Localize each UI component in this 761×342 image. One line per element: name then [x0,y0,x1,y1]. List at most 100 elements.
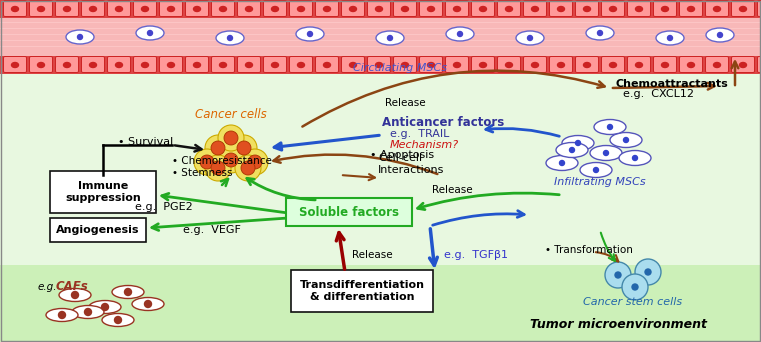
Ellipse shape [586,26,614,40]
Ellipse shape [559,160,565,166]
Ellipse shape [349,6,356,12]
FancyBboxPatch shape [342,0,365,16]
Text: Release: Release [432,185,473,195]
Ellipse shape [241,161,255,175]
FancyBboxPatch shape [368,56,390,73]
Ellipse shape [72,305,104,318]
FancyBboxPatch shape [731,56,754,73]
FancyBboxPatch shape [133,0,157,16]
Ellipse shape [605,262,631,288]
Ellipse shape [11,63,18,67]
FancyBboxPatch shape [498,0,521,16]
FancyBboxPatch shape [757,56,761,73]
Bar [0,265,761,342]
FancyBboxPatch shape [212,0,234,16]
Text: Infiltrating MSCs: Infiltrating MSCs [554,177,646,187]
Ellipse shape [607,124,613,130]
FancyBboxPatch shape [237,0,260,16]
FancyBboxPatch shape [4,0,27,16]
Ellipse shape [89,301,121,314]
Ellipse shape [623,137,629,143]
Ellipse shape [635,6,642,12]
Bar [0,74,761,342]
Ellipse shape [193,63,200,67]
Text: Cell-cell
Interactions: Cell-cell Interactions [378,154,444,175]
Ellipse shape [635,63,642,67]
Ellipse shape [46,308,78,321]
Ellipse shape [556,143,588,158]
Ellipse shape [375,6,383,12]
Ellipse shape [446,27,474,41]
FancyBboxPatch shape [419,0,442,16]
FancyBboxPatch shape [445,56,469,73]
Ellipse shape [516,31,544,45]
FancyBboxPatch shape [601,0,625,16]
Ellipse shape [527,36,533,40]
Text: Immune
suppression: Immune suppression [65,181,141,203]
Ellipse shape [635,259,661,285]
Ellipse shape [619,150,651,166]
FancyBboxPatch shape [524,56,546,73]
Text: • Apoptosis: • Apoptosis [370,150,434,160]
Ellipse shape [457,31,463,37]
Ellipse shape [296,27,324,41]
Ellipse shape [505,6,512,12]
Ellipse shape [590,145,622,160]
Ellipse shape [307,31,313,37]
Ellipse shape [632,284,638,290]
Ellipse shape [575,141,581,145]
Ellipse shape [558,6,565,12]
Ellipse shape [402,6,409,12]
FancyBboxPatch shape [549,56,572,73]
Ellipse shape [211,141,225,155]
FancyBboxPatch shape [601,56,625,73]
FancyBboxPatch shape [237,56,260,73]
Bar [0,0,761,18]
Text: e.g.  TGFβ1: e.g. TGFβ1 [444,250,508,260]
Ellipse shape [479,6,486,12]
Text: • Survival: • Survival [118,137,174,147]
FancyBboxPatch shape [263,56,286,73]
FancyBboxPatch shape [393,56,416,73]
Ellipse shape [740,63,747,67]
Ellipse shape [597,30,603,36]
Ellipse shape [298,6,304,12]
Ellipse shape [125,289,132,295]
Ellipse shape [594,119,626,134]
Ellipse shape [237,141,251,155]
Ellipse shape [740,6,747,12]
Text: • Transformation: • Transformation [545,245,633,255]
Ellipse shape [218,147,244,173]
Ellipse shape [66,30,94,44]
Ellipse shape [63,63,71,67]
Text: Tumor microenvironment: Tumor microenvironment [530,318,706,331]
Text: e.g.  VEGF: e.g. VEGF [183,225,241,235]
FancyBboxPatch shape [731,0,754,16]
Ellipse shape [78,35,82,39]
FancyBboxPatch shape [289,0,313,16]
FancyBboxPatch shape [186,0,209,16]
FancyBboxPatch shape [160,0,183,16]
Ellipse shape [298,63,304,67]
Ellipse shape [667,36,673,40]
Ellipse shape [622,274,648,300]
Ellipse shape [224,153,238,167]
Ellipse shape [72,291,78,299]
FancyBboxPatch shape [393,0,416,16]
FancyBboxPatch shape [524,0,546,16]
Ellipse shape [114,316,122,324]
Ellipse shape [706,28,734,42]
FancyBboxPatch shape [575,0,598,16]
FancyBboxPatch shape [81,0,104,16]
Ellipse shape [687,63,695,67]
Ellipse shape [569,147,575,153]
FancyBboxPatch shape [549,0,572,16]
FancyBboxPatch shape [81,56,104,73]
Ellipse shape [632,156,638,160]
FancyBboxPatch shape [160,56,183,73]
Ellipse shape [145,301,151,307]
Ellipse shape [428,6,435,12]
Ellipse shape [219,63,227,67]
Ellipse shape [228,36,233,40]
Ellipse shape [615,272,621,278]
